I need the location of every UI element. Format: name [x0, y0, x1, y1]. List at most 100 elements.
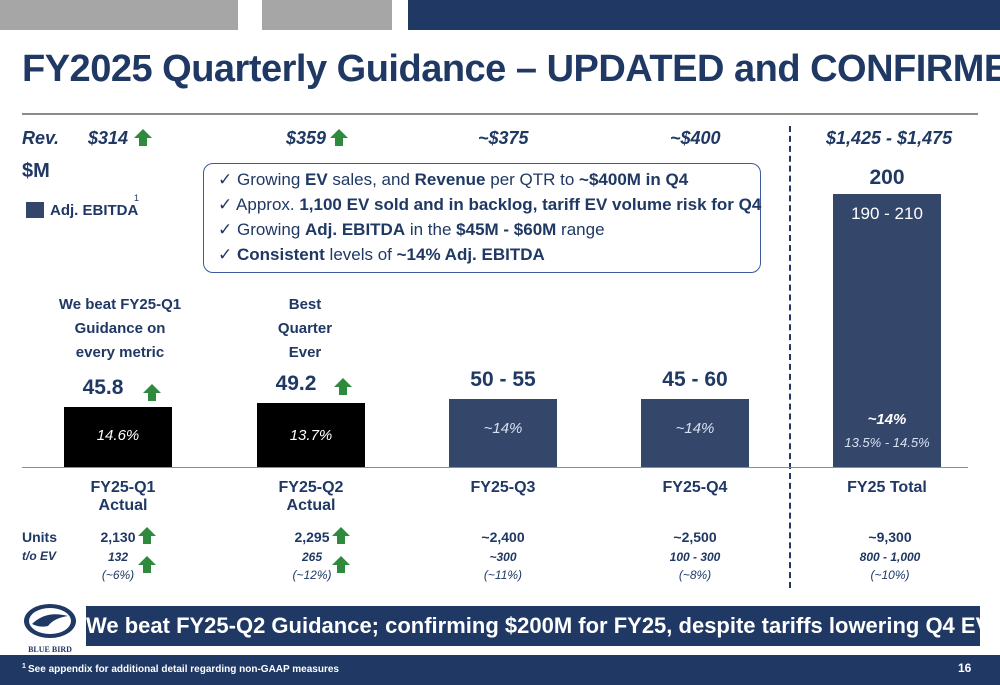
note-q1: We beat FY25-Q1 Guidance on every metric — [50, 293, 190, 365]
value-label-2: 49.2 — [275, 372, 317, 396]
title-rule — [22, 113, 978, 115]
page-title: FY2025 Quarterly Guidance – UPDATED and … — [22, 48, 1000, 90]
top-bar-gray — [0, 0, 238, 30]
footnote-text: See appendix for additional detail regar… — [28, 664, 339, 675]
value-label-3: 50 - 55 — [470, 367, 536, 391]
ev-pct-q3: (~11%) — [483, 568, 523, 582]
units-q3: ~2,400 — [481, 529, 525, 545]
units-q1-up-arrow-icon — [138, 527, 156, 544]
units-q1: 2,130 — [100, 529, 136, 545]
category-q1-line-1: FY25-Q1 — [90, 479, 156, 496]
callout-line-4-part-2: ~14% Adj. EBITDA — [396, 245, 545, 264]
callout-line-1-part-3: Revenue — [414, 170, 486, 189]
category-q4: FY25-Q4 — [662, 479, 728, 496]
footer-bar — [0, 655, 1000, 685]
bar-5 — [833, 194, 941, 467]
margin-label-3: ~14% — [483, 420, 523, 437]
note-q2-line-3: Ever — [288, 344, 322, 361]
ev-q4: 100 - 300 — [669, 550, 721, 564]
rev-q2: $359 — [286, 128, 327, 148]
bar-2 — [257, 403, 365, 467]
note-q1-line-2: Guidance on — [74, 320, 166, 337]
callout-line-4: ✓ Consistent levels of ~14% Adj. EBITDA — [218, 245, 545, 265]
range-label-5: 190 - 210 — [851, 204, 923, 223]
check-icon: ✓ — [218, 220, 237, 239]
units-total: ~9,300 — [868, 529, 912, 545]
rev-total: $1,425 - $1,475 — [826, 128, 953, 148]
callout-line-2: ✓ Approx. 1,100 EV sold and in backlog, … — [218, 195, 761, 215]
ebitda-q2-up-arrow-icon — [334, 378, 352, 395]
ev-label: t/o EV — [22, 549, 57, 563]
bar-3 — [449, 398, 557, 467]
margin-label-5: ~14% — [867, 411, 907, 428]
callout-line-1-part-0: Growing — [236, 170, 305, 189]
callout-line-1: ✓ Growing EV sales, and Revenue per QTR … — [218, 170, 688, 190]
category-total: FY25 Total — [847, 479, 927, 496]
rev-q3: ~$375 — [478, 128, 529, 148]
rev-q4: ~$400 — [670, 128, 721, 148]
total-divider — [789, 126, 791, 588]
margin-label-1: 14.6% — [96, 427, 140, 444]
callout-line-2-part-1: 1,100 EV sold and in backlog, tariff EV … — [299, 195, 762, 214]
note-q1-line-1: We beat FY25-Q1 — [58, 296, 182, 313]
rev-label: Rev. — [22, 128, 60, 148]
ebitda-q1-up-arrow-icon — [143, 384, 161, 401]
summary-banner: We beat FY25-Q2 Guidance; confirming $20… — [86, 606, 990, 646]
note-q2-line-2: Quarter — [277, 320, 333, 337]
ev-q3: ~300 — [489, 550, 517, 564]
bar-1 — [64, 407, 172, 467]
note-q2-line-1: Best — [288, 296, 322, 313]
ev-pct-q2: (~12%) — [292, 568, 332, 582]
margin-range-label-5: 13.5% - 14.5% — [844, 435, 930, 450]
callout-line-1-part-5: ~$400M in Q4 — [579, 170, 689, 189]
value-label-4: 45 - 60 — [662, 367, 728, 391]
units-q2: 2,295 — [294, 529, 330, 545]
category-q1: FY25-Q1 Actual — [68, 479, 178, 515]
note-q1-line-3: every metric — [75, 344, 165, 361]
rev-q1: $314 — [88, 128, 129, 148]
logo-text: BLUE BIRD — [28, 645, 72, 654]
value-label-1: 45.8 — [82, 376, 124, 400]
note-q2: Best Quarter Ever — [255, 293, 355, 365]
check-icon: ✓ — [218, 170, 237, 189]
callout-line-3-part-1: Adj. EBITDA — [305, 220, 406, 239]
callout-line-3-part-3: $45M - $60M — [456, 220, 557, 239]
rev-q2-up-arrow-icon — [330, 129, 348, 146]
unit-label: $M — [22, 160, 50, 182]
chart-baseline — [22, 467, 968, 468]
blue-bird-logo: BLUE BIRD — [22, 602, 78, 654]
callout-line-3-part-4: range — [556, 220, 605, 239]
ev-q1-up-arrow-icon — [138, 556, 156, 573]
callout-line-3-part-0: Growing — [236, 220, 305, 239]
ev-pct-q4: (~8%) — [678, 568, 712, 582]
ev-q2: 265 — [301, 550, 323, 564]
top-bar-navy — [408, 0, 1000, 30]
rev-q1-up-arrow-icon — [134, 129, 152, 146]
ev-pct-q1: (~6%) — [101, 568, 135, 582]
ev-q1: 132 — [107, 550, 129, 564]
units-q4: ~2,500 — [673, 529, 717, 545]
category-q2: FY25-Q2 Actual — [256, 479, 366, 515]
callout-line-4-part-0: Consistent — [236, 245, 325, 264]
legend-label: Adj. EBITDA — [50, 202, 139, 219]
top-bar-gray-2 — [262, 0, 392, 30]
callout-line-1-part-1: EV — [305, 170, 328, 189]
value-label-5: 200 — [869, 166, 905, 189]
page-number: 16 — [958, 661, 972, 675]
units-label: Units — [22, 529, 57, 545]
callout-line-3-part-2: in the — [405, 220, 457, 239]
units-q2-up-arrow-icon — [332, 527, 350, 544]
guidance-callout: ✓ Growing EV sales, and Revenue per QTR … — [203, 163, 761, 273]
callout-line-3: ✓ Growing Adj. EBITDA in the $45M - $60M… — [218, 220, 605, 240]
callout-line-2-part-0: Approx. — [236, 195, 300, 214]
legend-swatch — [26, 202, 44, 218]
ev-pct-total: (~10%) — [870, 568, 910, 582]
footnote-marker: 1 — [22, 663, 26, 670]
callout-line-1-part-4: per QTR to — [485, 170, 580, 189]
ev-q2-up-arrow-icon — [332, 556, 350, 573]
check-icon: ✓ — [218, 195, 237, 214]
callout-line-1-part-2: sales, and — [327, 170, 415, 189]
category-q3: FY25-Q3 — [470, 479, 536, 496]
ev-total: 800 - 1,000 — [859, 550, 921, 564]
legend-footnote-marker: 1 — [134, 193, 140, 203]
